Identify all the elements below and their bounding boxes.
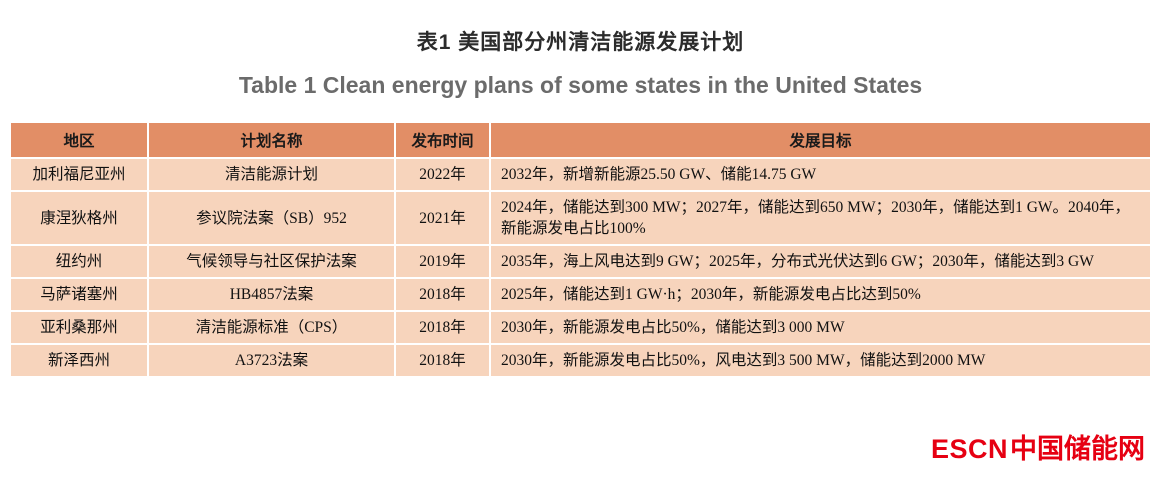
column-header-2: 发布时间 (394, 121, 491, 159)
table-title-chinese: 表1 美国部分州清洁能源发展计划 (416, 31, 745, 54)
plan-name-cell: 清洁能源计划 (147, 157, 396, 192)
table-row: 新泽西州 A3723法案 2018年 2030年，新能源发电占比50%，风电达到3 5… (9, 343, 1152, 378)
plan-name-cell: 参议院法案（SB）952 (147, 190, 396, 246)
region-cell: 加利福尼亚州 (9, 157, 149, 192)
release-time-cell: 2018年 (394, 277, 491, 312)
plan-name-cell: 清洁能源标准（CPS） (147, 310, 396, 345)
release-time-cell: 2019年 (394, 244, 491, 279)
table-title-english: Table 1 Clean energy plans of some state… (238, 72, 923, 98)
plan-name-cell: A3723法案 (147, 343, 396, 378)
column-header-3: 发展目标 (489, 121, 1152, 159)
development-goal-cell: 2025年，储能达到1 GW·h；2030年，新能源发电占比达到50% (489, 277, 1152, 312)
region-cell: 马萨诸塞州 (9, 277, 149, 312)
release-time-cell: 2021年 (394, 190, 491, 246)
column-header-1: 计划名称 (147, 121, 396, 159)
plan-name-cell: HB4857法案 (147, 277, 396, 312)
development-goal-cell: 2032年，新增新能源25.50 GW、储能14.75 GW (489, 157, 1152, 192)
release-time-cell: 2018年 (394, 343, 491, 378)
table-header-row: 地区 计划名称 发布时间 发展目标 (9, 121, 1152, 159)
table-row: 亚利桑那州 清洁能源标准（CPS） 2018年 2030年，新能源发电占比50%，储能… (9, 310, 1152, 345)
development-goal-cell: 2035年，海上风电达到9 GW；2025年，分布式光伏达到6 GW；2030年… (489, 244, 1152, 279)
table-row: 加利福尼亚州 清洁能源计划 2022年 2032年，新增新能源25.50 GW、储能1… (9, 157, 1152, 192)
column-header-0: 地区 (9, 121, 149, 159)
region-cell: 亚利桑那州 (9, 310, 149, 345)
release-time-cell: 2022年 (394, 157, 491, 192)
region-cell: 新泽西州 (9, 343, 149, 378)
region-cell: 康涅狄格州 (9, 190, 149, 246)
table-row: 康涅狄格州 参议院法案（SB）952 2021年 2024年，储能达到300 MW；2… (9, 190, 1152, 246)
escn-logo-text-zh: 中国储能网 (1010, 434, 1145, 464)
table-row: 纽约州 气候领导与社区保护法案 2019年 2035年，海上风电达到9 GW；2025… (9, 244, 1152, 279)
release-time-cell: 2018年 (394, 310, 491, 345)
region-cell: 纽约州 (9, 244, 149, 279)
table-row: 马萨诸塞州 HB4857法案 2018年 2025年，储能达到1 GW·h；2030年… (9, 277, 1152, 312)
escn-logo-text-en: ESCN (930, 434, 1008, 464)
escn-logo: ESCN中国储能网 (931, 427, 1145, 466)
plan-name-cell: 气候领导与社区保护法案 (147, 244, 396, 279)
development-goal-cell: 2024年，储能达到300 MW；2027年，储能达到650 MW；2030年，… (489, 190, 1152, 246)
development-goal-cell: 2030年，新能源发电占比50%，风电达到3 500 MW，储能达到2000 M… (489, 343, 1152, 378)
development-goal-cell: 2030年，新能源发电占比50%，储能达到3 000 MW (489, 310, 1152, 345)
clean-energy-plans-table: 地区 计划名称 发布时间 发展目标 加利福尼亚州 清洁能源计划 2022年 2032年，新增… (9, 121, 1152, 378)
